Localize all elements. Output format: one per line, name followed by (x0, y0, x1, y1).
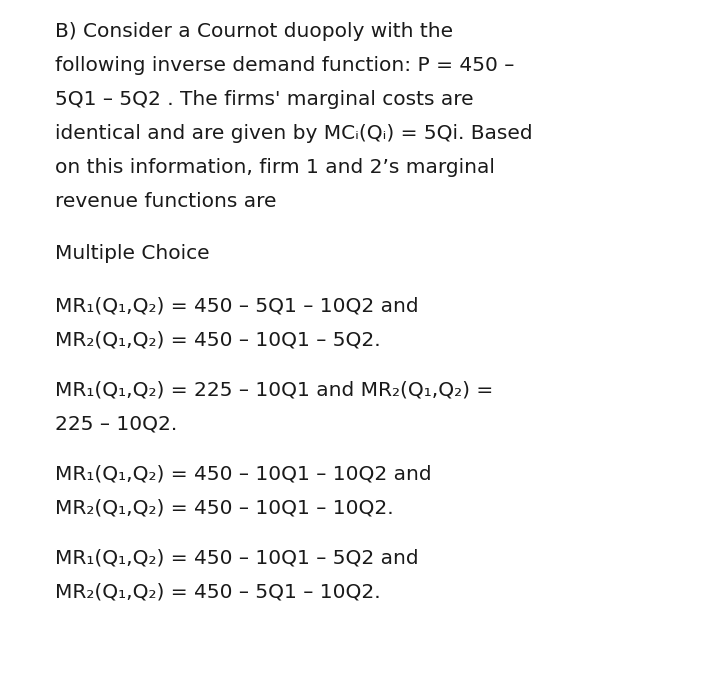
Text: 5Q1 – 5Q2 . The firms' marginal costs are: 5Q1 – 5Q2 . The firms' marginal costs ar… (55, 90, 474, 109)
Text: revenue functions are: revenue functions are (55, 192, 276, 211)
Text: MR₁(Q₁,Q₂) = 450 – 10Q1 – 10Q2 and: MR₁(Q₁,Q₂) = 450 – 10Q1 – 10Q2 and (55, 464, 431, 483)
Text: MR₂(Q₁,Q₂) = 450 – 5Q1 – 10Q2.: MR₂(Q₁,Q₂) = 450 – 5Q1 – 10Q2. (55, 582, 381, 601)
Text: MR₁(Q₁,Q₂) = 450 – 5Q1 – 10Q2 and: MR₁(Q₁,Q₂) = 450 – 5Q1 – 10Q2 and (55, 296, 418, 315)
Text: MR₂(Q₁,Q₂) = 450 – 10Q1 – 10Q2.: MR₂(Q₁,Q₂) = 450 – 10Q1 – 10Q2. (55, 498, 394, 517)
Text: following inverse demand function: P = 450 –: following inverse demand function: P = 4… (55, 56, 514, 75)
Text: MR₂(Q₁,Q₂) = 450 – 10Q1 – 5Q2.: MR₂(Q₁,Q₂) = 450 – 10Q1 – 5Q2. (55, 330, 381, 349)
Text: MR₁(Q₁,Q₂) = 225 – 10Q1 and MR₂(Q₁,Q₂) =: MR₁(Q₁,Q₂) = 225 – 10Q1 and MR₂(Q₁,Q₂) = (55, 380, 493, 399)
Text: on this information, firm 1 and 2’s marginal: on this information, firm 1 and 2’s marg… (55, 158, 495, 177)
Text: Multiple Choice: Multiple Choice (55, 244, 210, 263)
Text: 225 – 10Q2.: 225 – 10Q2. (55, 414, 177, 433)
Text: identical and are given by MCᵢ(Qᵢ) = 5Qi. Based: identical and are given by MCᵢ(Qᵢ) = 5Qi… (55, 124, 533, 143)
Text: B) Consider a Cournot duopoly with the: B) Consider a Cournot duopoly with the (55, 22, 453, 41)
Text: MR₁(Q₁,Q₂) = 450 – 10Q1 – 5Q2 and: MR₁(Q₁,Q₂) = 450 – 10Q1 – 5Q2 and (55, 548, 418, 567)
